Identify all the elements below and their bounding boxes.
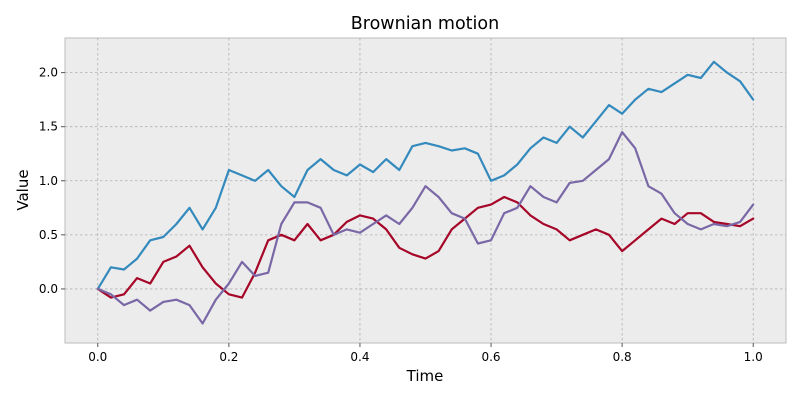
x-tick-label: 0.4 <box>350 350 369 364</box>
y-tick-label: 2.0 <box>39 66 58 80</box>
y-tick-label: 1.5 <box>39 120 58 134</box>
y-tick-label: 0.0 <box>39 282 58 296</box>
y-axis-ticks: 0.0 0.5 1.0 1.5 2.0 <box>39 66 65 296</box>
x-tick-label: 0.8 <box>613 350 632 364</box>
series-lines <box>96 60 755 325</box>
x-tick-label: 0.2 <box>219 350 238 364</box>
plot-background <box>64 37 787 344</box>
series-line-3 <box>96 131 755 325</box>
x-tick-label: 1.0 <box>744 350 763 364</box>
x-axis-ticks: 0.0 0.2 0.4 0.6 0.8 1.0 <box>88 343 763 364</box>
x-tick-label: 0.0 <box>88 350 107 364</box>
chart-title: Brownian motion <box>351 14 499 34</box>
x-axis-label: Time <box>406 367 444 385</box>
y-tick-label: 0.5 <box>39 228 58 242</box>
y-axis-label: Value <box>14 169 32 210</box>
series-line-2 <box>96 195 755 299</box>
series-line-1 <box>96 60 755 290</box>
x-tick-label: 0.6 <box>481 350 500 364</box>
grid-lines <box>65 38 786 343</box>
y-tick-label: 1.0 <box>39 174 58 188</box>
